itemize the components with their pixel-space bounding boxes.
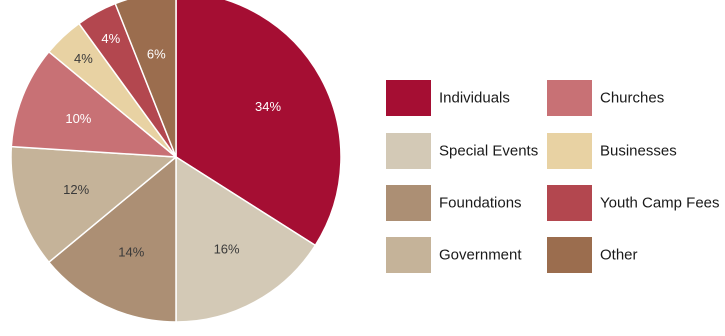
pie-slice-label-businesses: 4%: [74, 51, 93, 66]
legend-swatch-special-events: [386, 133, 431, 169]
pie-slice-label-other: 6%: [147, 46, 166, 61]
pie-slice-label-special-events: 12%: [63, 182, 89, 197]
pie-slice-label-foundations: 14%: [118, 245, 144, 260]
legend-swatch-youth-camp-fees: [547, 185, 592, 221]
legend-label-individuals: Individuals: [439, 90, 510, 107]
legend-label-foundations: Foundations: [439, 195, 522, 212]
pie-slice-government: [175, 156, 317, 323]
legend-swatch-foundations: [386, 185, 431, 221]
legend: Individuals Churches Special Events Busines…: [386, 80, 720, 273]
pie-slice-other: [114, 0, 177, 158]
pie-slice-label-individuals: 34%: [255, 99, 281, 114]
legend-swatch-other: [547, 237, 592, 273]
legend-label-businesses: Businesses: [600, 143, 677, 160]
pie-slice-label-youth-camp-fees: 4%: [101, 31, 120, 46]
legend-label-other: Other: [600, 247, 638, 264]
legend-item-special-events: Special Events: [386, 133, 538, 169]
legend-item-businesses: Businesses: [547, 133, 677, 169]
legend-swatch-churches: [547, 80, 592, 116]
legend-item-youth-camp-fees: Youth Camp Fees: [547, 185, 720, 221]
pie-slice-foundations: [48, 156, 177, 323]
legend-item-churches: Churches: [547, 80, 664, 116]
legend-swatch-government: [386, 237, 431, 273]
legend-swatch-businesses: [547, 133, 592, 169]
legend-item-government: Government: [386, 237, 522, 273]
legend-item-individuals: Individuals: [386, 80, 510, 116]
legend-item-other: Other: [547, 237, 638, 273]
legend-label-youth-camp-fees: Youth Camp Fees: [600, 195, 720, 212]
pie-slice-individuals: [175, 0, 342, 247]
legend-label-churches: Churches: [600, 90, 664, 107]
legend-label-government: Government: [439, 247, 522, 264]
legend-label-special-events: Special Events: [439, 143, 538, 160]
pie-slice-churches: [10, 51, 177, 158]
pie-slices: [10, 0, 342, 323]
pie-slice-special-events: [10, 145, 177, 263]
pie-slice-label-churches: 10%: [65, 111, 91, 126]
legend-item-foundations: Foundations: [386, 185, 522, 221]
legend-swatch-individuals: [386, 80, 431, 116]
pie-slice-label-government: 16%: [214, 242, 240, 257]
pie-slice-labels: 34% 16% 14% 12% 10% 4% 4% 6%: [63, 31, 281, 260]
